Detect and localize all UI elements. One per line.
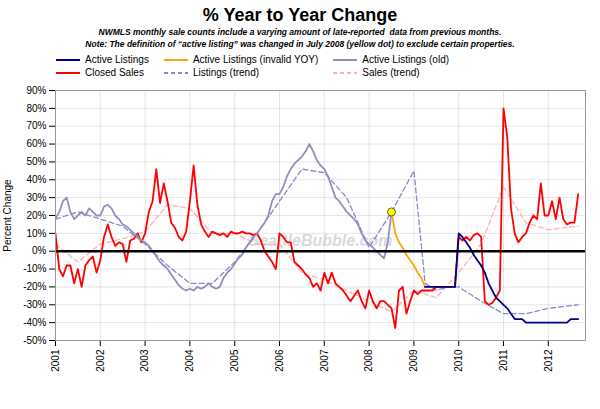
html-text:Note: The definition of “activ: Note: The definition of “active listing”… (85, 39, 515, 49)
svg-text:0%: 0% (32, 245, 47, 256)
html-text:% Year to Year Change: % Year to Year Change (202, 5, 398, 25)
svg-text:-50%: -50% (23, 335, 46, 346)
svg-text:Percent Change: Percent Change (2, 179, 13, 252)
html-text:Active Listings (old): Active Listings (old) (362, 54, 449, 65)
svg-text:2003: 2003 (139, 349, 150, 372)
svg-text:2011: 2011 (498, 349, 509, 371)
svg-text:60%: 60% (26, 138, 46, 149)
svg-text:80%: 80% (26, 103, 46, 114)
svg-text:2009: 2009 (408, 349, 419, 372)
svg-text:70%: 70% (26, 120, 46, 131)
svg-text:2005: 2005 (229, 349, 240, 372)
svg-text:-40%: -40% (23, 317, 46, 328)
svg-text:30%: 30% (26, 192, 46, 203)
svg-text:20%: 20% (26, 210, 46, 221)
html-text:Sales (trend): Sales (trend) (362, 67, 420, 78)
svg-text:2008: 2008 (363, 349, 374, 372)
html-text:Listings (trend): Listings (trend) (192, 67, 260, 78)
svg-text:2007: 2007 (319, 349, 330, 372)
html-text:Active Listings: Active Listings (85, 54, 149, 65)
svg-text:-20%: -20% (23, 281, 46, 292)
html-text:Active Listings (invalid YOY): Active Listings (invalid YOY) (192, 54, 319, 65)
svg-text:40%: 40% (26, 174, 46, 185)
svg-text:-30%: -30% (23, 299, 46, 310)
svg-text:2002: 2002 (95, 349, 106, 372)
svg-text:10%: 10% (26, 228, 46, 239)
svg-text:SeattleBubble.com: SeattleBubble.com (248, 231, 393, 249)
svg-text:-10%: -10% (23, 263, 46, 274)
svg-text:50%: 50% (26, 156, 46, 167)
svg-text:90%: 90% (26, 85, 46, 96)
svg-text:2006: 2006 (274, 349, 285, 372)
svg-text:2004: 2004 (184, 349, 195, 372)
svg-text:2001: 2001 (50, 349, 61, 372)
svg-text:2012: 2012 (543, 349, 554, 372)
html-text:NWMLS monthly sale counts incl: NWMLS monthly sale counts include a vary… (98, 27, 502, 37)
html-text:Closed Sales: Closed Sales (85, 67, 144, 78)
svg-text:2010: 2010 (453, 349, 464, 372)
